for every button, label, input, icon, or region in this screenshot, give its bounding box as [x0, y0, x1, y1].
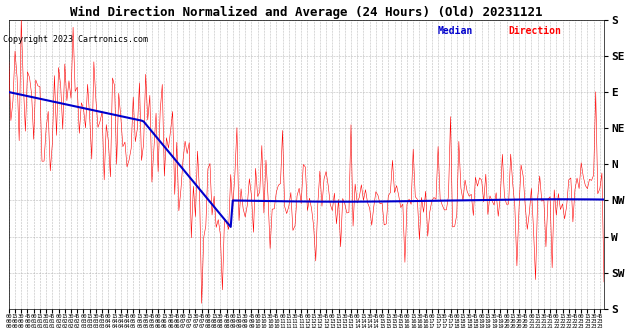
Text: Copyright 2023 Cartronics.com: Copyright 2023 Cartronics.com: [3, 35, 148, 44]
Text: Median: Median: [437, 25, 472, 36]
Title: Wind Direction Normalized and Average (24 Hours) (Old) 20231121: Wind Direction Normalized and Average (2…: [70, 6, 542, 19]
Text: Direction: Direction: [509, 25, 561, 36]
